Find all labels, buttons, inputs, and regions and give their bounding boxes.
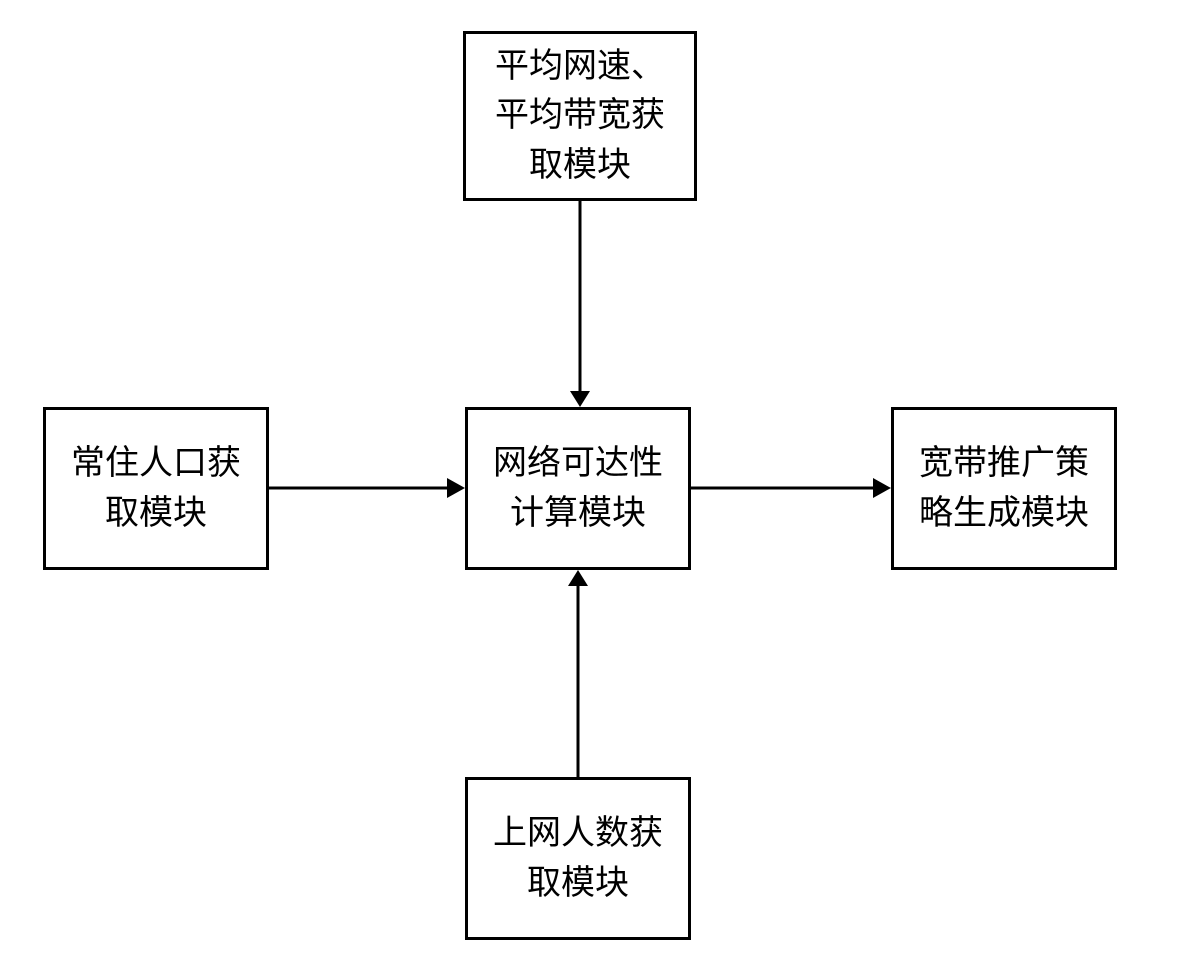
node-label: 上网人数获 取模块 (493, 809, 663, 908)
arrow-top-to-center (560, 201, 600, 407)
node-label: 宽带推广策 略生成模块 (919, 439, 1089, 538)
node-broadband-promotion-strategy-generation-module: 宽带推广策 略生成模块 (891, 407, 1117, 570)
node-resident-population-acquisition-module: 常住人口获 取模块 (43, 407, 269, 570)
node-internet-user-count-acquisition-module: 上网人数获 取模块 (465, 777, 691, 940)
arrow-left-to-center (269, 468, 465, 508)
node-network-reachability-calculation-module: 网络可达性 计算模块 (465, 407, 691, 570)
node-label: 平均网速、 平均带宽获 取模块 (495, 42, 665, 190)
arrow-center-to-right (691, 468, 891, 508)
node-avg-speed-bandwidth-acquisition-module: 平均网速、 平均带宽获 取模块 (463, 31, 697, 201)
node-label: 网络可达性 计算模块 (493, 439, 663, 538)
node-label: 常住人口获 取模块 (71, 439, 241, 538)
arrow-bottom-to-center (558, 570, 598, 777)
